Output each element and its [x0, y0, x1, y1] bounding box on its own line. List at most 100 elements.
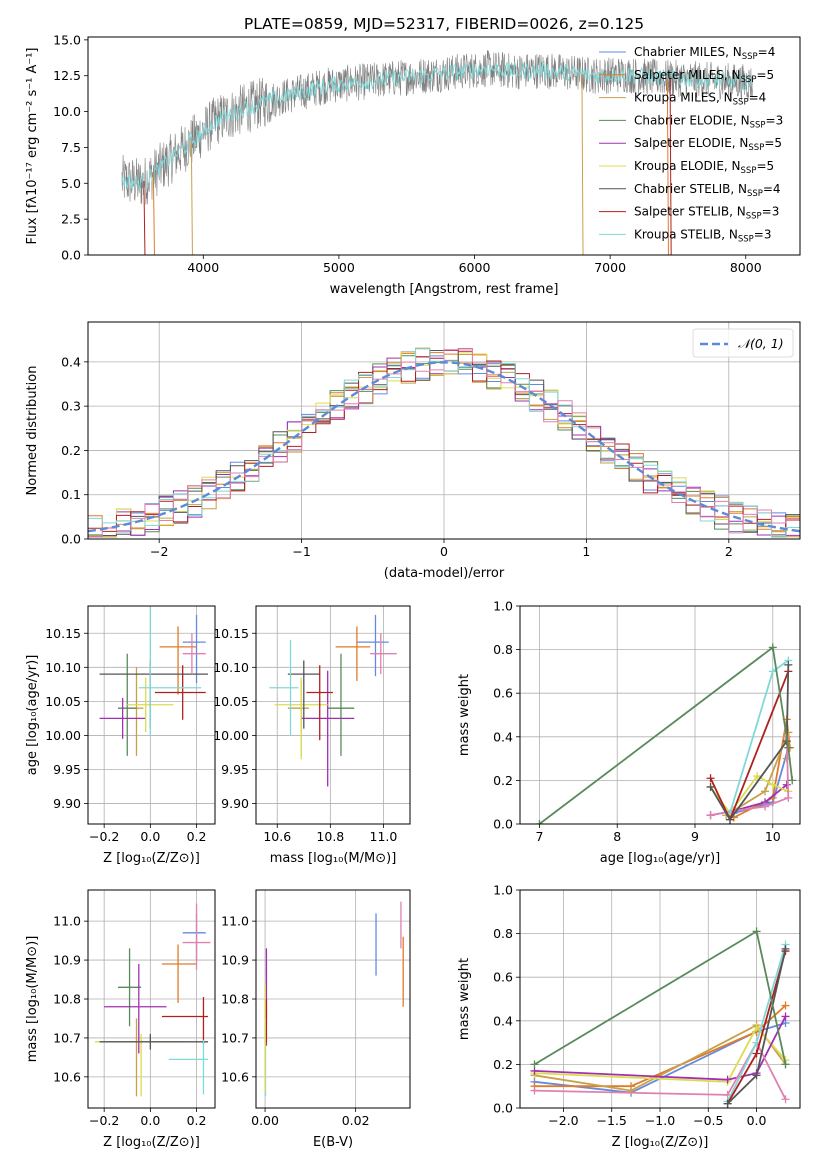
y-tick-label: 10.7 — [221, 1030, 249, 1045]
x-axis-label: Z [log₁₀(Z/Z⊙)] — [103, 1135, 200, 1150]
data-point — [99, 1034, 209, 1050]
mass-vs-Z-panel: −0.2 0.0 0.2 10.6 10.7 10.8 10.9 11.0 Z [log₁₀(Z… — [25, 889, 216, 1150]
series-path — [534, 1004, 787, 1088]
y-tick-label: 11.0 — [221, 914, 249, 929]
plus-marker — [788, 776, 797, 785]
data-point — [182, 633, 206, 675]
plus-marker — [706, 782, 715, 791]
error-bars — [264, 901, 404, 1097]
plus-marker — [784, 743, 793, 752]
legend-entry: 𝒩(0, 1) — [738, 336, 784, 351]
plus-marker — [781, 1060, 790, 1069]
data-point — [370, 633, 397, 675]
y-tick-label: 0.6 — [493, 970, 513, 985]
data-point — [118, 948, 142, 1027]
y-tick-label: 10.6 — [221, 1069, 249, 1084]
x-tick-label: 0.0 — [140, 829, 160, 844]
model-dropout-line — [143, 180, 146, 255]
x-tick-label: 11.0 — [370, 829, 398, 844]
residuals-legend: 𝒩(0, 1) — [692, 328, 794, 358]
plus-marker — [752, 1023, 761, 1032]
y-tick-label: 0.8 — [493, 926, 513, 941]
y-tick-label: 2.5 — [61, 212, 81, 227]
y-tick-label: 10.10 — [213, 660, 249, 675]
data-spectrum-line — [121, 50, 753, 205]
spectrum-legend: Chabrier MILES, NSSP=4 Salpeter MILES, NS… — [599, 45, 783, 244]
y-axis-label: mass weight — [457, 958, 472, 1040]
data-point — [269, 640, 299, 736]
model-dropout-line — [190, 140, 193, 255]
weight-series-line — [723, 944, 790, 1108]
figure-title: PLATE=0859, MJD=52317, FIBERID=0026, z=0… — [244, 15, 644, 33]
y-tick-label: 10.15 — [213, 626, 249, 641]
y-tick-label: 0.4 — [493, 1013, 513, 1028]
y-tick-label: 10.15 — [45, 626, 81, 641]
legend-entry: Chabrier STELIB, NSSP=4 — [634, 182, 781, 199]
axes-frame — [255, 605, 411, 825]
axes-frame — [87, 321, 801, 540]
plus-marker — [781, 944, 790, 953]
x-tick-label: 0 — [440, 544, 448, 559]
x-axis-label: Z [log₁₀(Z/Z⊙)] — [103, 851, 200, 866]
y-tick-label: 0.0 — [61, 248, 81, 263]
y-tick-label: 0.2 — [61, 443, 81, 458]
y-tick-label: 12.5 — [53, 68, 81, 83]
histograms — [88, 347, 800, 538]
plus-marker — [784, 793, 793, 802]
data-point — [182, 903, 211, 970]
legend-entry: Salpeter ELODIE, NSSP=5 — [634, 136, 782, 153]
y-tick-label: 0.1 — [61, 487, 81, 502]
data-point — [99, 697, 146, 739]
x-tick-label: 2 — [725, 544, 733, 559]
data-point — [182, 614, 206, 683]
x-tick-label: 0.2 — [187, 1113, 207, 1128]
x-tick-label: 0.0 — [747, 1113, 767, 1128]
legend-entry: Kroupa ELODIE, NSSP=5 — [634, 159, 774, 176]
series-path — [534, 1022, 786, 1094]
y-tick-label: 11.0 — [53, 914, 81, 929]
y-tick-label: 10.10 — [45, 660, 81, 675]
plus-marker — [781, 1012, 790, 1021]
data-point — [182, 913, 206, 961]
data-point — [138, 606, 202, 736]
gaussian-curve — [88, 361, 800, 533]
y-tick-label: 0.2 — [493, 773, 513, 788]
data-point — [287, 660, 320, 729]
axes-frame — [87, 36, 801, 256]
data-point — [168, 1039, 209, 1095]
y-tick-label: 9.95 — [221, 762, 249, 777]
plus-marker — [768, 667, 777, 676]
y-axis-label: Flux [fλ10⁻¹⁷ erg cm⁻² s⁻¹ A⁻¹] — [25, 48, 40, 245]
x-tick-label: 7000 — [594, 260, 626, 275]
weight-series — [535, 643, 797, 824]
plus-marker — [768, 780, 777, 789]
x-tick-label: 10.8 — [316, 829, 344, 844]
x-tick-label: 8 — [613, 829, 621, 844]
x-tick-label: −1.0 — [645, 1113, 675, 1128]
x-tick-label: −0.2 — [89, 1113, 119, 1128]
residual-histogram — [88, 348, 800, 538]
axes-frame — [519, 605, 801, 825]
y-tick-label: 10.05 — [45, 694, 81, 709]
legend-entry: Salpeter MILES, NSSP=5 — [634, 68, 774, 85]
plus-marker — [723, 1099, 732, 1108]
x-tick-label: 0.00 — [251, 1113, 279, 1128]
legend-entry: Chabrier MILES, NSSP=4 — [634, 45, 775, 62]
y-tick-label: 0.3 — [61, 399, 81, 414]
series-path — [534, 1015, 787, 1081]
legend-entry: Kroupa MILES, NSSP=4 — [634, 91, 766, 108]
y-axis-label: mass [log₁₀(M/M⊙)] — [25, 936, 40, 1063]
x-axis-label: E(B-V) — [313, 1135, 353, 1150]
y-tick-label: 10.8 — [221, 992, 249, 1007]
x-tick-label: −2.0 — [548, 1113, 578, 1128]
x-tick-label: 5000 — [323, 260, 355, 275]
y-tick-label: 0.0 — [61, 532, 81, 547]
x-tick-label: −1 — [292, 544, 310, 559]
y-axis-label: age [log₁₀(age/yr)] — [25, 655, 40, 776]
age-vs-mass-panel: 10.6 10.8 11.0 9.90 9.95 10.00 10.05 10.10 10.15… — [213, 605, 411, 866]
weight-series-line — [535, 643, 797, 824]
x-tick-label: 10.6 — [263, 829, 291, 844]
legend-entry: Kroupa STELIB, NSSP=3 — [634, 227, 772, 244]
y-tick-label: 0.4 — [493, 729, 513, 744]
y-tick-label: 0.4 — [61, 354, 81, 369]
